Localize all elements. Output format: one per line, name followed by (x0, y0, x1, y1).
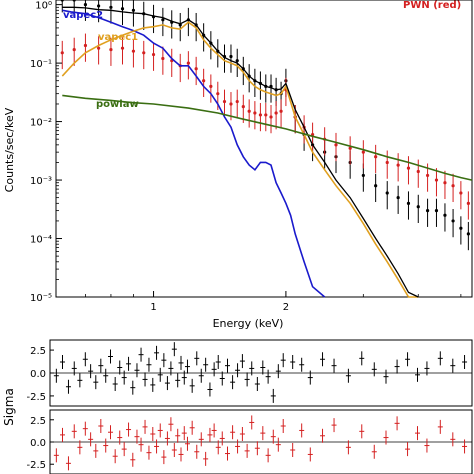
black-data-point (374, 184, 378, 188)
black-data-point (72, 0, 76, 2)
red-data-point (274, 111, 278, 115)
spectrum-y-ticks: 10⁰ 10⁻¹ 10⁻² 10⁻³ 10⁻⁴ 10⁻⁵ (30, 1, 62, 304)
red-data-point (120, 46, 125, 50)
residual-black-points (53, 342, 468, 403)
vapec1-line (61, 21, 419, 298)
y-tick-label: 10⁰ (35, 1, 52, 12)
black-data-point (416, 205, 420, 209)
spectrum-series-group (60, 0, 473, 298)
black-data-point (466, 232, 470, 236)
red-data-point (131, 49, 136, 53)
red-data-point (241, 105, 245, 109)
y-tick-label: 10⁻¹ (30, 59, 52, 70)
red-data-point (109, 48, 113, 52)
red-data-point (97, 46, 101, 50)
total-model-line (62, 6, 419, 298)
red-data-point (459, 191, 463, 195)
red-data-point (229, 102, 233, 106)
residual-y-tick-label: 2.5 (30, 416, 46, 427)
red-data-point (142, 51, 146, 55)
red-data-point (406, 166, 411, 170)
red-data-point (194, 67, 198, 71)
pwn-label: PWN (red) (403, 0, 461, 11)
red-data-point (83, 43, 88, 48)
red-data-point (416, 169, 420, 174)
black-data-point (459, 226, 463, 230)
black-data-point (235, 59, 239, 63)
spectrum-plot-frame (55, 0, 473, 298)
black-data-point (385, 191, 389, 195)
sigma-axis-title: Sigma (2, 388, 16, 426)
black-data-point (229, 54, 233, 59)
black-data-point (161, 18, 165, 22)
black-data-point (109, 5, 113, 9)
red-data-point (72, 48, 76, 52)
black-data-point (425, 209, 430, 213)
residual-y-tick-label: -2.5 (26, 460, 46, 471)
red-data-point (60, 51, 64, 55)
black-data-point (396, 196, 400, 200)
vapec2-label: vapec2 (63, 10, 103, 21)
x-axis-title: Energy (keV) (213, 317, 284, 330)
red-data-point (279, 109, 283, 113)
vapec2-line (62, 9, 326, 298)
red-data-point (186, 61, 190, 65)
red-data-point (348, 146, 352, 150)
residual-y-tick-label: 2.5 (30, 346, 46, 357)
black-data-point (120, 7, 125, 11)
residual-red-y-ticks: 2.5 0.0 -2.5 (26, 416, 54, 471)
black-data-point (131, 8, 136, 12)
residual-panel-black: 2.5 0.0 -2.5 (26, 339, 473, 407)
red-data-point (247, 109, 251, 113)
red-data-point (385, 160, 389, 165)
residual-panel-red: 2.5 0.0 -2.5 (26, 409, 473, 474)
y-tick-label: 10⁻⁴ (30, 235, 52, 246)
y-tick-label: 10⁻³ (30, 176, 52, 187)
black-data-point (97, 4, 101, 8)
residual-red-points (53, 415, 468, 471)
black-data-point (434, 209, 439, 213)
residual-y-tick-label: 0.0 (30, 438, 46, 449)
residual-y-tick-label: 0.0 (30, 369, 46, 380)
red-data-point (269, 115, 273, 119)
red-data-point (258, 113, 263, 117)
red-data-point (216, 92, 220, 96)
red-data-point (374, 155, 378, 159)
red-data-point (451, 184, 455, 188)
red-data-point (253, 111, 257, 115)
red-data-point (235, 99, 239, 104)
y-tick-label: 10⁻⁵ (30, 293, 52, 304)
black-data-point (443, 213, 447, 217)
x-tick-label: 2 (283, 302, 289, 313)
red-data-point (396, 163, 400, 167)
red-data-point (434, 178, 439, 182)
red-data-point (202, 79, 206, 83)
y-axis-title: Counts/sec/keV (3, 107, 16, 192)
red-data-point (264, 113, 268, 117)
powlaw-line (62, 94, 473, 181)
black-data-point (83, 3, 88, 7)
red-data-point (222, 99, 227, 104)
red-data-point (425, 173, 430, 178)
red-data-point (443, 181, 447, 185)
black-data-point (361, 173, 365, 178)
residual-y-tick-label: -2.5 (26, 392, 46, 403)
x-tick-label: 1 (150, 302, 156, 313)
powlaw-label: powlaw (96, 99, 139, 110)
red-data-point (361, 150, 365, 154)
y-tick-label: 10⁻² (30, 118, 52, 129)
red-data-point (334, 143, 338, 147)
black-data-point (451, 219, 455, 223)
vapec1-label: vapec1 (98, 32, 138, 43)
red-data-point (151, 52, 156, 57)
residual-black-y-ticks: 2.5 0.0 -2.5 (26, 346, 54, 403)
red-data-point (466, 201, 470, 205)
red-data-point (161, 56, 165, 61)
red-data-point (209, 84, 213, 88)
black-data-point (60, 0, 64, 2)
black-data-point (406, 201, 411, 205)
